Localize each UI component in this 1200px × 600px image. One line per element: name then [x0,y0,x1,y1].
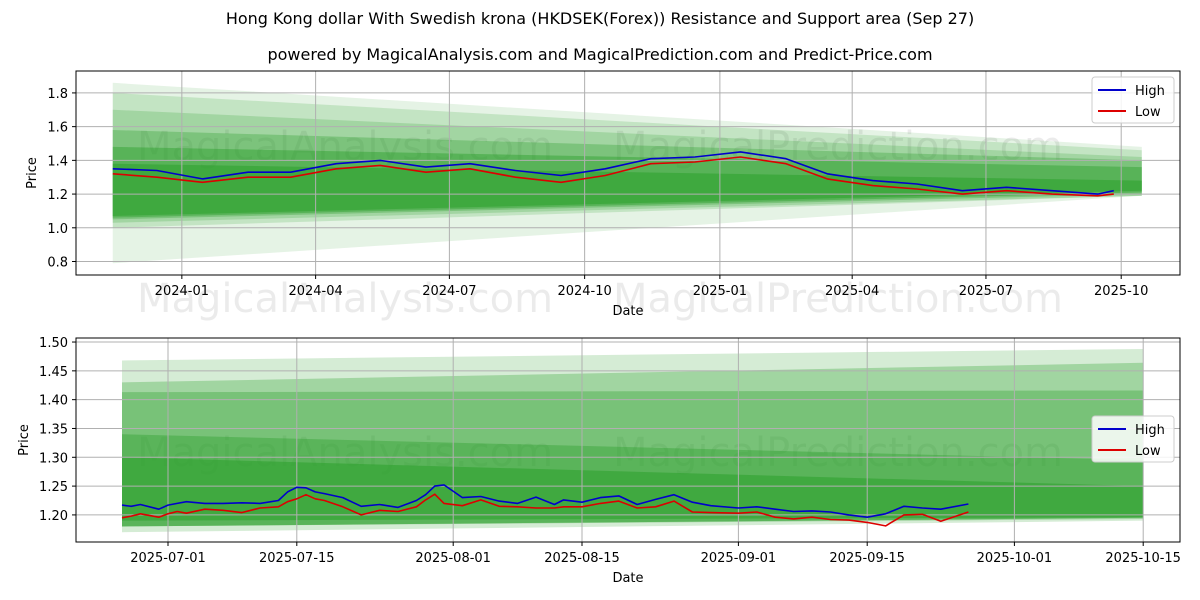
legend: High Low [1091,415,1175,463]
high-price-line [112,151,1114,195]
y-tick-label: 1.50 [39,336,68,351]
y-tick-label: 1.2 [47,188,68,203]
legend: High Low [1091,76,1175,124]
x-tick-label: 2025-08-01 [415,551,491,566]
y-tick-label: 1.6 [47,121,68,136]
legend-high-label: High [1135,84,1165,99]
x-tick-label: 2025-04 [825,284,879,299]
x-axis-label: Date [612,304,643,319]
x-tick-label: 2024-10 [557,284,611,299]
x-tick-label: 2025-10-15 [1105,551,1181,566]
x-tick-label: 2025-10-01 [977,551,1053,566]
support-resistance-band [112,163,1142,216]
y-tick-label: 1.25 [39,480,68,495]
x-tick-label: 2025-07 [959,284,1013,299]
legend-low-label: Low [1135,444,1161,459]
legend-high-label: High [1135,423,1165,438]
x-tick-label: 2025-10 [1094,284,1148,299]
watermark-text: MagicalAnalysis.com [137,276,553,322]
top-chart-panel: 2024-01 2024-04 2024-07 2024-10 2025-01 2025-… [25,70,1181,319]
legend-low-label: Low [1135,105,1161,120]
chart-subtitle: powered by MagicalAnalysis.com and Magic… [267,45,933,64]
y-axis-label: Price [17,424,32,456]
x-axis-label: Date [612,571,643,586]
x-tick-label: 2025-09-15 [829,551,905,566]
y-tick-label: 1.0 [47,222,68,237]
x-tick-label: 2024-04 [288,284,342,299]
x-tick-label: 2024-07 [422,284,476,299]
y-tick-label: 1.35 [39,422,68,437]
plot-frame [75,70,1181,276]
x-tick-label: 2024-01 [155,284,209,299]
series-lines [112,151,1114,197]
x-tick-label: 2025-07-15 [259,551,335,566]
forecast-bands [122,348,1144,533]
low-price-line [121,493,969,527]
y-axis-label: Price [25,157,40,189]
plot-frame [75,337,1181,543]
bottom-chart-panel: 2025-07-01 2025-07-15 2025-08-01 2025-08-15… [17,336,1181,586]
y-tick-label: 1.20 [39,509,68,524]
y-tick-label: 1.8 [47,87,68,102]
watermark-text: MagicalPrediction.com [613,430,1063,476]
y-tick-label: 1.4 [47,154,68,169]
y-tick-label: 1.30 [39,451,68,466]
watermark-text: MagicalPrediction.com [613,276,1063,322]
x-tick-label: 2025-08-15 [544,551,620,566]
series-lines [121,484,969,527]
y-tick-label: 0.8 [47,256,68,271]
x-tick-label: 2025-09-01 [701,551,777,566]
chart-title: Hong Kong dollar With Swedish krona (HKD… [225,9,975,28]
x-tick-label: 2025-01 [693,284,747,299]
y-tick-label: 1.40 [39,394,68,409]
y-tick-label: 1.45 [39,365,68,380]
low-price-line [112,156,1114,197]
high-price-line [121,484,969,519]
x-tick-label: 2025-07-01 [130,551,206,566]
